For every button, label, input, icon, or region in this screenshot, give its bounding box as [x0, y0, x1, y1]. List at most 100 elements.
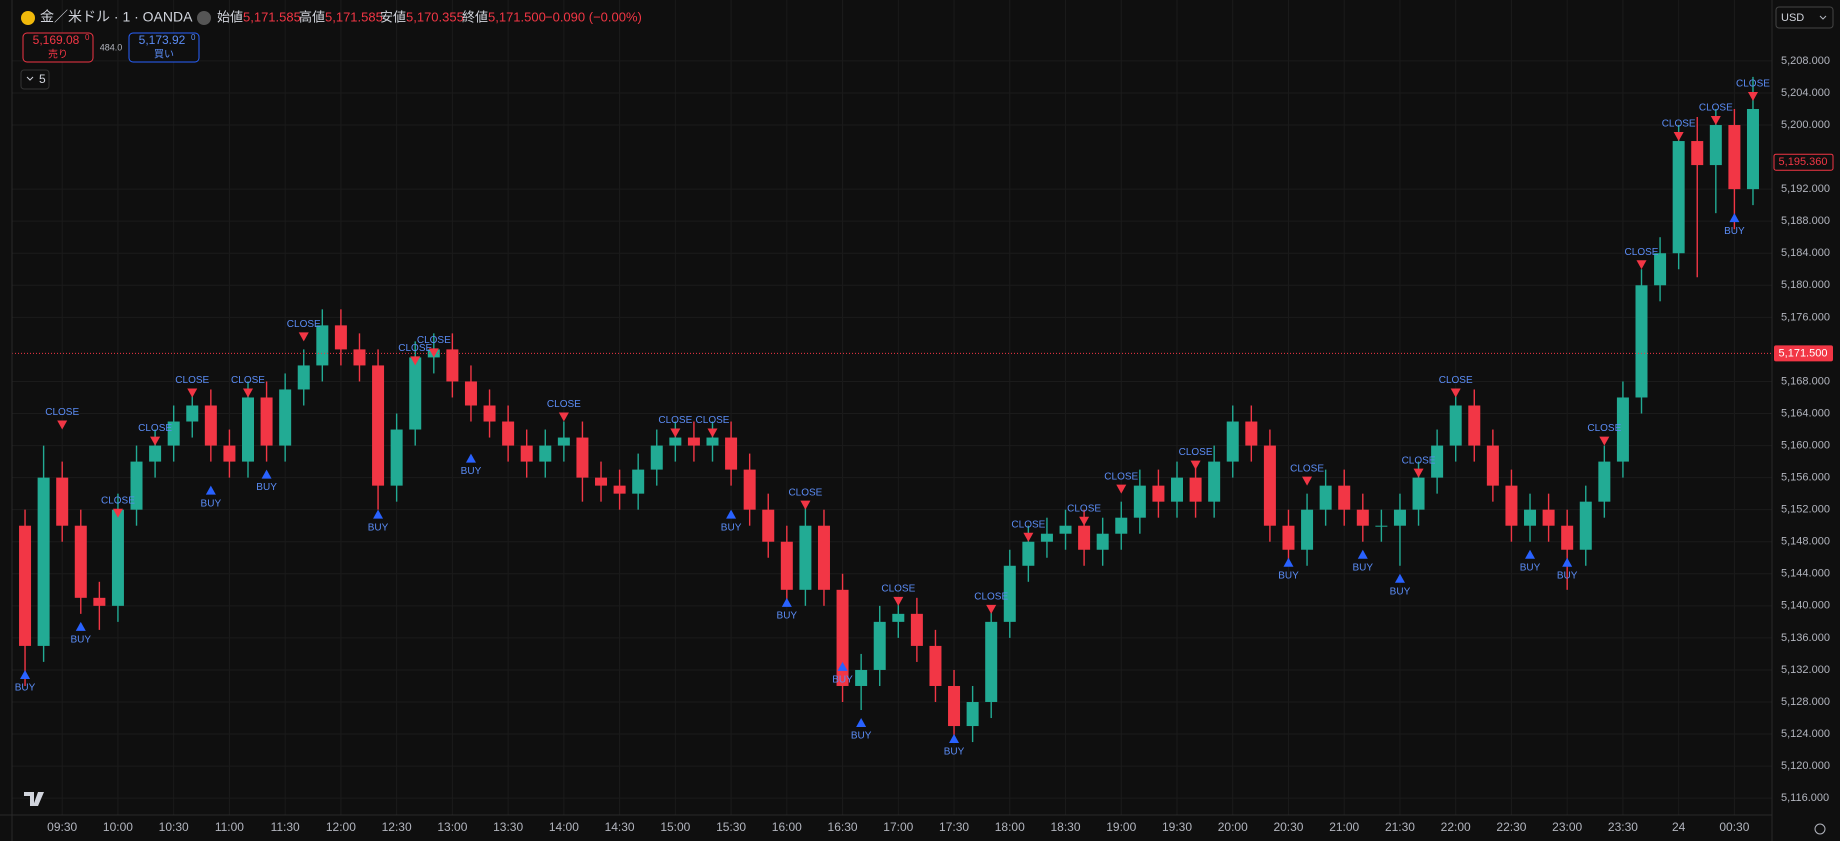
mark-price-label: 5,195.360: [1779, 156, 1828, 168]
candle-body: [1431, 445, 1444, 478]
signal-label: CLOSE: [1736, 79, 1770, 90]
candle-body: [167, 421, 180, 446]
signal-label: CLOSE: [1662, 119, 1696, 130]
sell-button[interactable]: [22, 32, 94, 63]
open-value: 5,171.585: [243, 9, 301, 24]
plot: BUY BUY BUY BUY BUY BUY BUY BUY BUY BUY BUY BUY BUY B…: [12, 76, 1772, 758]
buy-marker: [1357, 549, 1368, 559]
x-tick-label: 22:30: [1496, 820, 1526, 834]
spread: 484.0: [100, 42, 123, 52]
buy-marker: [949, 734, 960, 744]
candle-body: [1356, 509, 1369, 526]
signal-label: BUY: [851, 731, 872, 742]
close-marker: [1190, 460, 1201, 470]
y-tick-label: 5,184.000: [1781, 247, 1830, 259]
signal-label: BUY: [201, 498, 222, 509]
x-tick-label: 16:00: [772, 820, 802, 834]
candle-body: [1654, 253, 1667, 286]
x-tick-label: 22:00: [1441, 820, 1471, 834]
close-value: 5,171.500: [488, 9, 546, 24]
signal-label: CLOSE: [1067, 503, 1101, 514]
signal-label: CLOSE: [231, 375, 265, 386]
candle-body: [1338, 485, 1351, 510]
candle-body: [1040, 533, 1053, 542]
signal-label: BUY: [70, 635, 91, 646]
logo: [24, 792, 44, 806]
settings-icon[interactable]: [1814, 823, 1826, 835]
candle-body: [632, 469, 645, 494]
candle-body: [836, 589, 849, 686]
y-tick-label: 5,144.000: [1781, 568, 1830, 580]
sell-price: 5,169.08: [33, 33, 80, 47]
candle-body: [74, 525, 87, 598]
signal-label: BUY: [256, 482, 277, 493]
candle-body: [1319, 485, 1332, 510]
candle-body: [93, 597, 106, 606]
signal-label: BUY: [1353, 562, 1374, 573]
candle-body: [1245, 421, 1258, 446]
buy-button[interactable]: [128, 32, 200, 63]
chevron: [1819, 15, 1827, 20]
x-tick-label: 20:00: [1218, 820, 1248, 834]
signal-label: BUY: [777, 610, 798, 621]
last-price-label: 5,171.500: [1779, 347, 1828, 359]
close-label: 終値: [462, 9, 488, 24]
close-marker: [1079, 516, 1090, 526]
signal-label: CLOSE: [1104, 471, 1138, 482]
candle-body: [37, 477, 50, 646]
x-tick-label: 21:00: [1329, 820, 1359, 834]
signal-label: CLOSE: [175, 375, 209, 386]
x-tick-label: 19:00: [1106, 820, 1136, 834]
y-tick-label: 5,160.000: [1781, 439, 1830, 451]
candle-body: [1412, 477, 1425, 510]
currency-button[interactable]: [1775, 6, 1834, 29]
indicator-count: 5: [39, 72, 46, 86]
candle-body: [780, 541, 793, 590]
y-tick-label: 5,180.000: [1781, 279, 1830, 291]
signal-label: CLOSE: [547, 399, 581, 410]
candle-body: [1301, 509, 1314, 550]
candle-body: [260, 397, 273, 446]
candle-body: [1579, 501, 1592, 550]
y-tick-label: 5,168.000: [1781, 375, 1830, 387]
candle-body: [1189, 477, 1202, 502]
y-tick-label: 5,188.000: [1781, 215, 1830, 227]
candle-body: [985, 621, 998, 703]
signal-label: CLOSE: [1439, 375, 1473, 386]
signal-label: CLOSE: [138, 423, 172, 434]
close-marker: [428, 348, 439, 358]
y-tick-label: 5,156.000: [1781, 472, 1830, 484]
candle-body: [966, 702, 979, 727]
close-marker: [670, 428, 681, 438]
y-tick-label: 5,200.000: [1781, 119, 1830, 131]
x-tick-label: 13:30: [493, 820, 523, 834]
close-marker: [57, 420, 68, 430]
close-marker: [298, 332, 309, 342]
candle-body: [929, 645, 942, 686]
candle-body: [948, 685, 961, 727]
candle-body: [223, 445, 236, 462]
candle-body: [1226, 421, 1239, 462]
candle-body: [1505, 485, 1518, 526]
signal-label: CLOSE: [287, 319, 321, 330]
candle-body: [1152, 485, 1165, 502]
x-tick-label: 24: [1672, 820, 1686, 834]
signal-label: CLOSE: [658, 415, 692, 426]
indicator-toggle[interactable]: [20, 69, 50, 90]
sell-label: 売り: [48, 48, 68, 61]
currency: USD: [1781, 12, 1804, 24]
candle-body: [316, 325, 329, 366]
signal-label: CLOSE: [1179, 447, 1213, 458]
candle-body: [1486, 445, 1499, 486]
signal-label: CLOSE: [1402, 455, 1436, 466]
candle-body: [650, 445, 663, 470]
signal-label: BUY: [1557, 570, 1578, 581]
candle-body: [1263, 445, 1276, 526]
candle-body: [1542, 509, 1555, 526]
close-marker: [150, 436, 161, 446]
candle-body: [1691, 141, 1704, 166]
candle-body: [353, 349, 366, 366]
signal-label: CLOSE: [1011, 519, 1045, 530]
buy-marker: [856, 718, 867, 728]
signal-label: CLOSE: [881, 583, 915, 594]
